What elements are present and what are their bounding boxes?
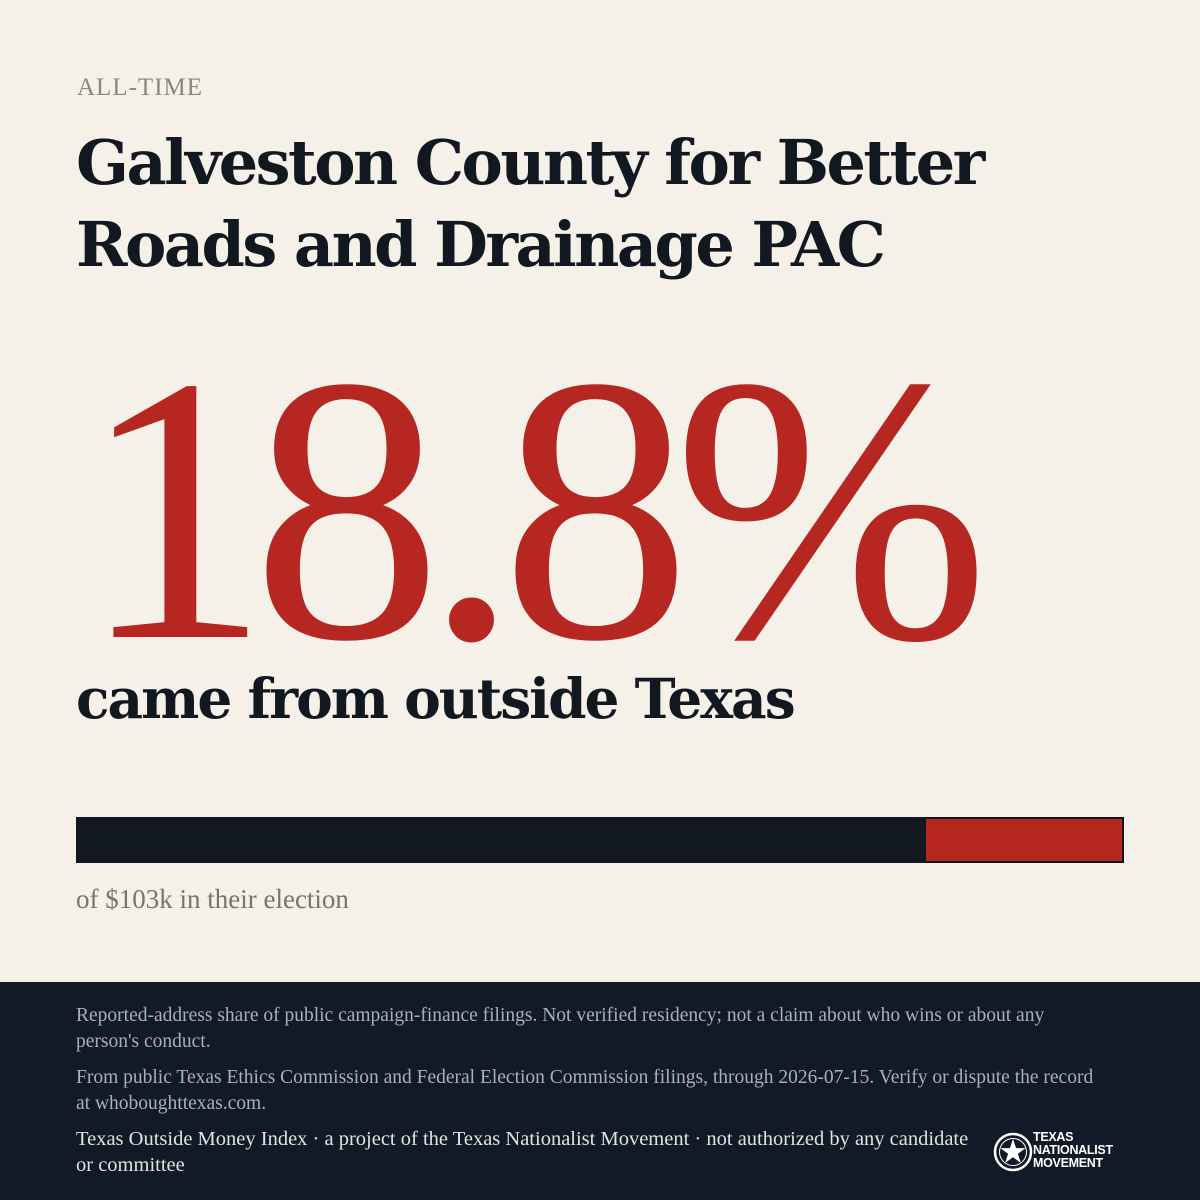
eyebrow-label: ALL-TIME: [77, 74, 204, 101]
outside-share-bar: [76, 817, 1124, 863]
logo-wordmark: TEXAS NATIONALIST MOVEMENT: [1033, 1131, 1113, 1170]
logo-line: NATIONALIST: [1033, 1143, 1113, 1157]
star-seal-icon: [993, 1132, 1033, 1172]
logo-line: MOVEMENT: [1033, 1156, 1103, 1170]
source-text: From public Texas Ethics Commission and …: [76, 1067, 1094, 1114]
credit-text: Texas Outside Money Index · a project of…: [76, 1128, 969, 1176]
committee-title: Galveston County for Better Roads and Dr…: [76, 126, 985, 281]
logo-line: TEXAS: [1033, 1130, 1074, 1144]
stat-caption: came from outside Texas: [76, 666, 796, 731]
outside-share-stat: 18.8%: [80, 299, 990, 720]
tnm-logo: TEXAS NATIONALIST MOVEMENT: [993, 1130, 1128, 1174]
total-raised-note: of $103k in their election: [76, 884, 349, 914]
inside-texas-fill: [78, 819, 926, 861]
disclaimer-text: Reported-address share of public campaig…: [76, 1005, 1045, 1052]
